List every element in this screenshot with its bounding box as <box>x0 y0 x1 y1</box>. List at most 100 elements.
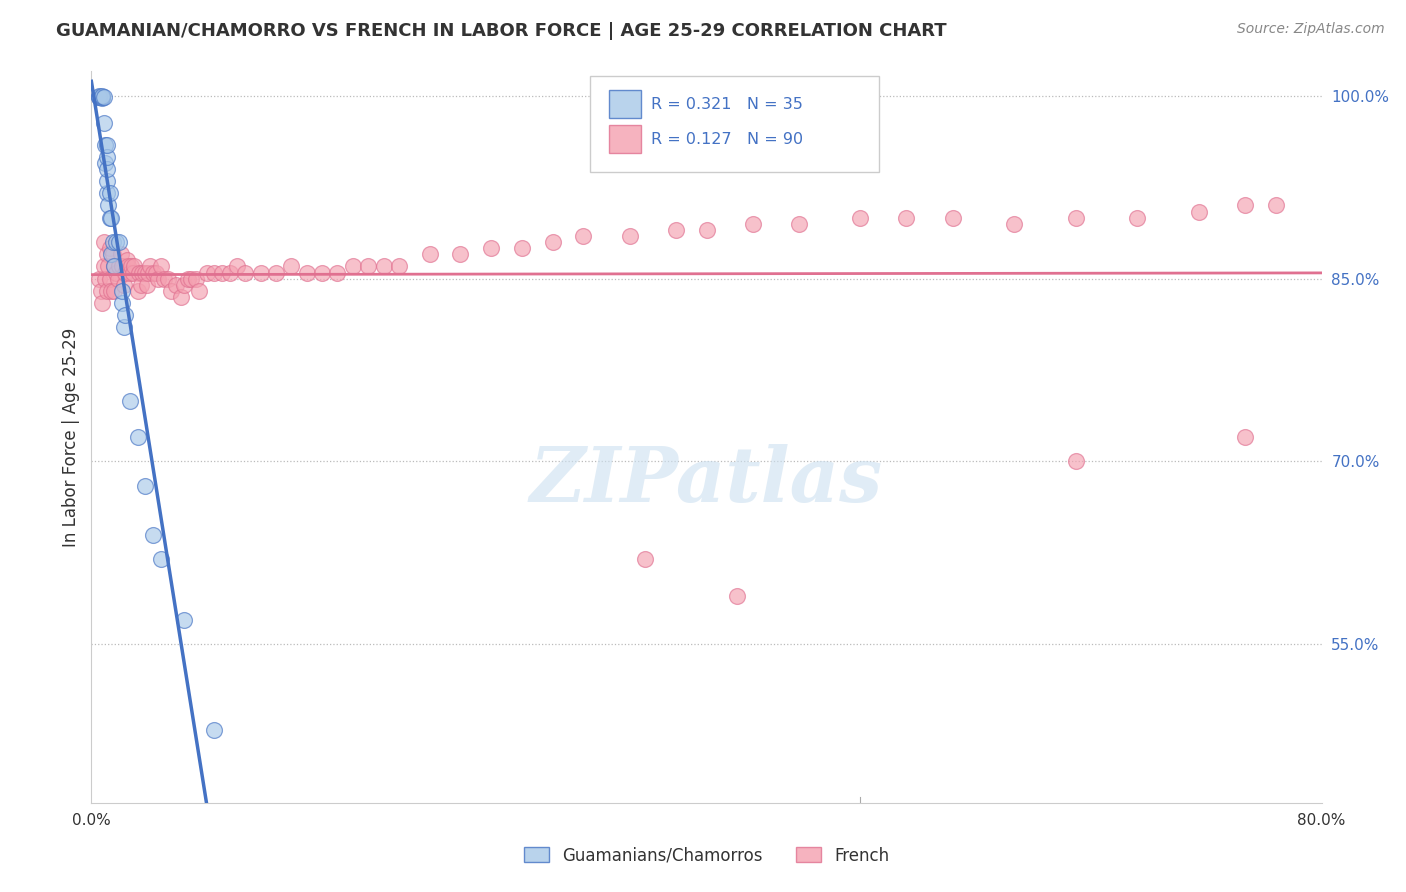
Point <box>93 235 115 249</box>
Point <box>149 260 172 274</box>
Point <box>97 260 120 274</box>
Point <box>96 174 118 188</box>
Point <box>142 266 165 280</box>
Point <box>342 260 364 274</box>
Point <box>94 271 117 285</box>
Point <box>108 235 131 249</box>
Point <box>96 161 118 176</box>
Point <box>134 266 156 280</box>
Point <box>157 271 180 285</box>
Point <box>357 260 380 274</box>
Point <box>295 266 318 280</box>
Point <box>741 217 763 231</box>
Point <box>96 284 118 298</box>
Point <box>280 260 302 274</box>
Point <box>111 284 134 298</box>
Point <box>93 90 115 104</box>
Point <box>145 266 167 280</box>
Point <box>419 247 441 261</box>
Point <box>152 271 174 285</box>
Point <box>112 277 135 292</box>
Point <box>165 277 187 292</box>
Point <box>98 271 121 285</box>
Point <box>388 260 411 274</box>
Text: GUAMANIAN/CHAMORRO VS FRENCH IN LABOR FORCE | AGE 25-29 CORRELATION CHART: GUAMANIAN/CHAMORRO VS FRENCH IN LABOR FO… <box>56 22 946 40</box>
Point <box>117 260 139 274</box>
Point <box>634 552 657 566</box>
Point <box>115 253 138 268</box>
Point <box>96 247 118 261</box>
Point <box>91 88 114 103</box>
Point <box>1187 204 1209 219</box>
Point <box>696 223 718 237</box>
Point <box>136 266 159 280</box>
Point <box>510 241 533 255</box>
Point <box>1264 198 1286 212</box>
Point <box>100 211 122 225</box>
Point <box>139 260 162 274</box>
Point <box>96 186 118 201</box>
Point <box>91 296 114 310</box>
Point <box>91 91 114 105</box>
Point <box>188 284 211 298</box>
Point <box>264 266 287 280</box>
Point <box>98 211 121 225</box>
Point <box>725 589 748 603</box>
Point <box>135 277 157 292</box>
Point <box>129 277 152 292</box>
Point <box>103 260 125 274</box>
Point <box>226 260 249 274</box>
Point <box>101 235 124 249</box>
Point <box>124 260 146 274</box>
Point <box>479 241 502 255</box>
Point <box>195 266 218 280</box>
Point <box>94 156 117 170</box>
Point <box>202 266 225 280</box>
Point <box>114 308 136 322</box>
Point <box>87 271 110 285</box>
Legend: Guamanians/Chamorros, French: Guamanians/Chamorros, French <box>517 840 896 871</box>
Point <box>93 260 115 274</box>
Point <box>127 430 149 444</box>
Point <box>173 277 195 292</box>
Point <box>94 137 117 152</box>
Point <box>111 296 134 310</box>
Point <box>1002 217 1025 231</box>
Point <box>160 284 183 298</box>
Point <box>326 266 349 280</box>
Point <box>180 271 202 285</box>
Text: ZIPatlas: ZIPatlas <box>530 444 883 518</box>
Point <box>942 211 965 225</box>
Point <box>1233 430 1256 444</box>
Point <box>218 266 240 280</box>
Point <box>96 150 118 164</box>
Point <box>120 260 142 274</box>
Text: Source: ZipAtlas.com: Source: ZipAtlas.com <box>1237 22 1385 37</box>
Point <box>1064 211 1087 225</box>
Point <box>93 115 115 129</box>
Point <box>211 266 233 280</box>
Point <box>1126 211 1149 225</box>
Point <box>87 90 110 104</box>
Point <box>134 479 156 493</box>
Point <box>100 284 122 298</box>
Point <box>108 260 131 274</box>
Point <box>665 223 688 237</box>
Point <box>100 247 122 261</box>
Point <box>142 527 165 541</box>
Point <box>101 247 124 261</box>
Point <box>97 198 120 212</box>
Point <box>110 247 132 261</box>
Point <box>118 393 141 408</box>
Point <box>96 137 118 152</box>
FancyBboxPatch shape <box>609 126 641 153</box>
Point <box>184 271 207 285</box>
Point <box>107 271 129 285</box>
Point <box>373 260 395 274</box>
Point <box>311 266 333 280</box>
Point <box>105 235 127 249</box>
Text: R = 0.127   N = 90: R = 0.127 N = 90 <box>651 132 803 147</box>
Point <box>233 266 256 280</box>
Point <box>127 284 149 298</box>
Y-axis label: In Labor Force | Age 25-29: In Labor Force | Age 25-29 <box>62 327 80 547</box>
